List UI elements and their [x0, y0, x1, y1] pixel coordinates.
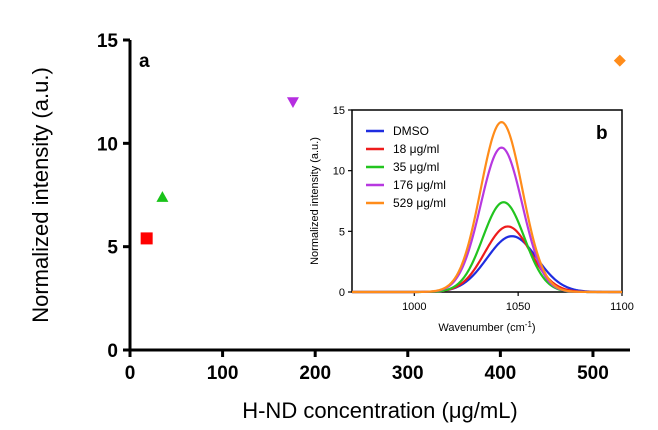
main-y-tick-label: 5	[107, 238, 118, 259]
main-y-axis-title: Normalized intensity (a.u.)	[28, 67, 53, 323]
inset-frame	[351, 109, 623, 293]
legend-label: 18 μg/ml	[393, 142, 439, 156]
inset-y-axis-title: Normalized intensity (a.u.)	[309, 137, 321, 265]
inset-x-tick-label: 1000	[402, 301, 426, 313]
spectrum-line-4	[352, 121, 622, 294]
inset-spectra-plot: 1000 1050 1100 0 5 10 15 DMSO 18 μg/ml 35 μg/ml…	[309, 105, 634, 334]
main-x-tick-label: 200	[299, 363, 331, 384]
inset-y-ticks: 0 5 10 15	[333, 105, 352, 299]
main-y-tick-label: 15	[97, 31, 119, 52]
main-x-tick-label: 400	[485, 363, 517, 384]
legend-label: DMSO	[393, 124, 429, 138]
inset-legend: DMSO 18 μg/ml 35 μg/ml 176 μg/ml 529 μg/ml	[366, 124, 446, 210]
main-x-ticks: 0 100 200 300 400 500	[125, 350, 609, 384]
inset-x-tick-label: 1100	[610, 301, 634, 313]
data-point-triangle-up	[156, 191, 169, 202]
inset-y-tick-label: 0	[339, 287, 345, 299]
data-point-square	[140, 232, 153, 245]
main-x-tick-label: 0	[125, 363, 136, 384]
inset-x-tick-label: 1050	[506, 301, 530, 313]
legend-label: 176 μg/ml	[393, 178, 446, 192]
legend-label: 529 μg/ml	[393, 196, 446, 210]
panel-b-label: b	[596, 123, 608, 144]
inset-x-axis-title: Wavenumber (cm-1)	[438, 320, 535, 334]
main-x-tick-label: 300	[392, 363, 424, 384]
inset-x-axis-title-sup: -1	[525, 320, 533, 329]
inset-y-tick-label: 10	[333, 166, 345, 178]
main-data-points	[140, 54, 626, 245]
legend-label: 35 μg/ml	[393, 160, 439, 174]
data-point-diamond	[613, 54, 626, 67]
main-x-axis-title: H-ND concentration (μg/mL)	[242, 398, 518, 423]
inset-x-axis-title-main: Wavenumber (cm	[438, 322, 524, 334]
inset-spectra-curves	[352, 121, 622, 294]
main-y-ticks: 0 5 10 15	[97, 31, 130, 362]
inset-y-tick-label: 15	[333, 105, 345, 117]
inset-x-ticks: 1000 1050 1100	[402, 292, 634, 313]
inset-y-tick-label: 5	[339, 226, 345, 238]
main-x-tick-label: 100	[207, 363, 239, 384]
main-y-tick-label: 0	[107, 341, 118, 362]
inset-x-axis-title-end: )	[532, 322, 536, 334]
data-point-triangle-down	[286, 97, 299, 108]
main-y-tick-label: 10	[97, 134, 118, 155]
main-x-tick-label: 500	[577, 363, 609, 384]
panel-a-label: a	[139, 51, 150, 72]
